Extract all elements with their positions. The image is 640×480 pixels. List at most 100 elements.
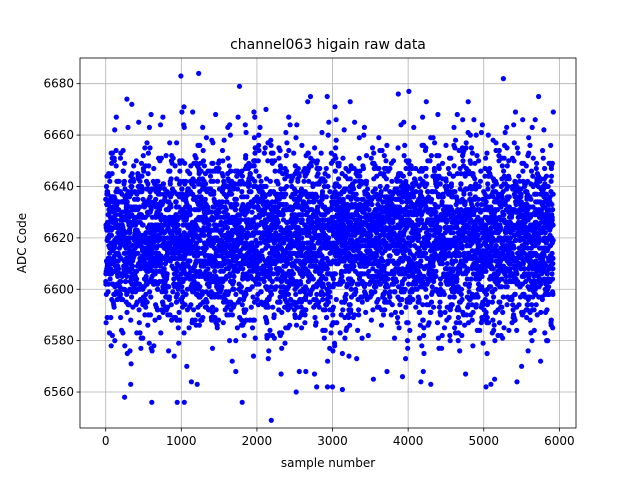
data-point	[299, 235, 305, 241]
data-point	[475, 294, 481, 300]
data-point	[251, 317, 257, 323]
data-point	[146, 163, 152, 169]
data-point	[399, 199, 405, 205]
data-point	[437, 227, 443, 233]
data-point	[163, 289, 169, 295]
data-point	[111, 158, 117, 164]
data-point	[220, 173, 226, 179]
data-point	[368, 317, 374, 323]
data-point	[187, 207, 193, 213]
data-point	[401, 153, 407, 159]
data-point	[437, 181, 443, 187]
data-point	[472, 176, 478, 182]
data-point	[232, 207, 239, 213]
data-point	[151, 343, 157, 349]
data-point	[264, 320, 270, 326]
data-point	[152, 317, 158, 323]
data-point	[477, 178, 483, 184]
data-point	[269, 278, 275, 285]
data-point	[206, 222, 212, 228]
data-point	[181, 104, 187, 110]
data-point	[233, 291, 239, 297]
data-point	[335, 176, 342, 182]
data-point	[141, 168, 147, 174]
data-point	[347, 99, 353, 105]
data-point	[387, 294, 393, 300]
data-point	[458, 181, 464, 187]
data-point	[368, 232, 374, 238]
data-point	[136, 307, 142, 313]
data-point	[192, 317, 198, 323]
data-point	[225, 155, 231, 161]
data-point	[473, 302, 479, 308]
data-point	[145, 322, 151, 328]
data-point	[138, 345, 144, 351]
data-point	[470, 343, 476, 349]
data-point	[257, 124, 263, 130]
data-point	[238, 284, 244, 290]
data-point	[299, 217, 305, 223]
data-point	[155, 307, 161, 313]
data-point	[364, 178, 370, 184]
data-point	[371, 150, 377, 156]
data-point	[156, 314, 162, 321]
data-point	[216, 209, 222, 215]
data-point	[147, 145, 153, 151]
data-point	[357, 173, 363, 179]
data-point	[203, 135, 209, 141]
data-point	[267, 178, 273, 184]
data-point	[311, 371, 318, 377]
data-point	[428, 153, 434, 159]
data-point	[108, 343, 114, 349]
data-point	[363, 309, 369, 315]
data-point	[242, 122, 248, 128]
data-point	[283, 129, 289, 136]
data-point	[112, 127, 118, 133]
data-point	[310, 276, 316, 282]
data-points	[103, 70, 556, 423]
data-point	[303, 307, 309, 313]
data-point	[299, 142, 305, 148]
data-point	[382, 307, 388, 313]
data-point	[312, 145, 318, 151]
data-point	[261, 150, 267, 156]
data-point	[389, 302, 395, 308]
data-point	[277, 147, 283, 154]
data-point	[176, 309, 182, 315]
data-point	[265, 356, 271, 362]
data-point	[451, 294, 457, 300]
data-point	[220, 320, 226, 326]
data-point	[135, 196, 141, 202]
data-point	[381, 153, 387, 159]
data-point	[449, 302, 455, 308]
data-point	[447, 332, 453, 339]
data-point	[113, 217, 119, 223]
data-point	[387, 165, 393, 172]
data-point	[411, 255, 417, 261]
data-point	[168, 176, 174, 182]
data-point	[323, 194, 329, 200]
data-point	[323, 165, 329, 172]
data-point	[298, 281, 304, 287]
data-point	[103, 320, 109, 326]
data-point	[115, 266, 122, 272]
data-point	[227, 132, 233, 138]
data-point	[243, 129, 249, 136]
data-point	[243, 153, 249, 159]
data-point	[356, 307, 362, 313]
data-point	[423, 294, 429, 300]
data-point	[402, 142, 408, 148]
data-point	[448, 181, 455, 187]
data-point	[424, 181, 430, 187]
data-point	[127, 230, 133, 236]
data-point	[465, 99, 471, 105]
data-point	[283, 191, 289, 197]
data-point	[249, 325, 256, 331]
data-point	[203, 181, 209, 187]
data-point	[135, 250, 141, 256]
data-point	[166, 348, 172, 354]
data-point	[174, 140, 180, 146]
data-point	[209, 345, 216, 351]
data-point	[462, 199, 468, 205]
data-point	[280, 212, 286, 218]
